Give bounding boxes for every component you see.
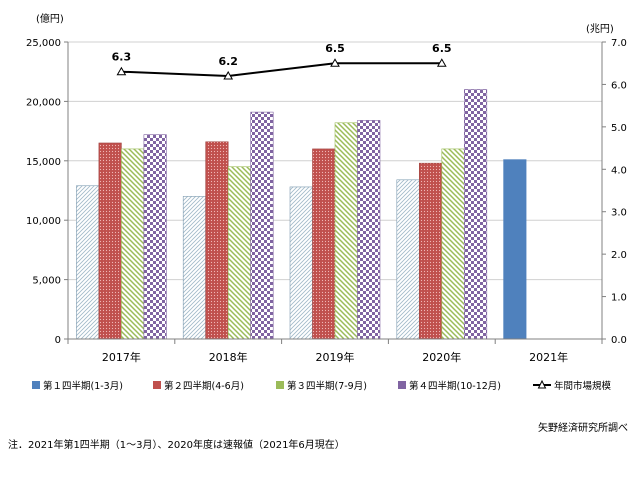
- legend-swatch: [398, 381, 406, 389]
- line-data-label: 6.2: [218, 55, 238, 68]
- legend-swatch: [32, 381, 40, 389]
- legend-swatch: [153, 381, 161, 389]
- left-tick-labels: 0 5,000 10,000 15,000 20,000 25,000: [26, 38, 68, 346]
- line-marker: [223, 70, 234, 80]
- line-marker: [330, 58, 340, 67]
- bar-q3: [227, 166, 251, 340]
- line-marker: [116, 66, 127, 76]
- bar-q4: [357, 120, 381, 340]
- bar-q3: [441, 148, 465, 340]
- line-series: 6.3 6.2 6.5 6.5: [112, 42, 452, 80]
- bar-q4: [143, 134, 167, 340]
- axes-group: [67, 42, 603, 340]
- legend-swatch: [276, 381, 284, 389]
- legend-marker: [537, 379, 547, 389]
- bar-q2: [98, 142, 122, 340]
- bar-q1: [289, 186, 313, 340]
- legend-label: 第２四半期(4-6月): [164, 380, 244, 392]
- bars-group: [76, 89, 527, 340]
- legend-label: 第４四半期(10-12月): [409, 380, 501, 392]
- bar-q1: [76, 185, 100, 340]
- category-label: 2021年: [529, 350, 568, 364]
- left-axis-unit: (億円): [36, 12, 64, 25]
- left-tick-label: 5,000: [32, 276, 61, 287]
- legend-label: 年間市場規模: [554, 380, 612, 392]
- right-tick-label: 7.0: [611, 38, 627, 49]
- footnote: 注．2021年第1四半期（1～3月）、2020年度は速報値（2021年6月現在）: [8, 440, 345, 451]
- right-tick-label: 3.0: [611, 208, 627, 219]
- right-tick-label: 4.0: [611, 165, 627, 176]
- bar-q1: [396, 179, 420, 340]
- line-data-label: 6.3: [112, 51, 132, 64]
- category-label: 2020年: [422, 350, 461, 364]
- line-data-label: 6.5: [432, 42, 452, 55]
- source-note: 矢野経済研究所調べ: [538, 423, 628, 434]
- right-tick-label: 5.0: [611, 123, 627, 134]
- category-label: 2017年: [102, 350, 141, 364]
- left-tick-label: 15,000: [26, 157, 61, 168]
- legend-label: 第３四半期(7-9月): [287, 380, 367, 392]
- right-tick-label: 2.0: [611, 250, 627, 261]
- left-tick-label: 10,000: [26, 216, 61, 227]
- line-marker: [436, 58, 447, 67]
- market-size-line: [121, 62, 442, 77]
- left-tick-label: 25,000: [26, 38, 61, 49]
- line-data-label: 6.5: [325, 42, 345, 55]
- bar-q2: [418, 162, 443, 340]
- legend-label: 第１四半期(1-3月): [43, 380, 123, 392]
- right-tick-label: 0.0: [611, 335, 627, 346]
- category-labels: 2017年 2018年 2019年 2020年 2021年: [67, 339, 603, 364]
- left-tick-label: 0: [55, 335, 61, 346]
- bar-q3: [121, 148, 145, 340]
- bar-q2: [312, 148, 336, 340]
- left-tick-label: 20,000: [26, 97, 61, 108]
- bar-q2: [205, 141, 229, 340]
- bar-q4: [463, 89, 488, 340]
- right-tick-label: 6.0: [611, 80, 627, 91]
- legend: 第１四半期(1-3月) 第２四半期(4-6月) 第３四半期(7-9月) 第４四半期(1…: [32, 379, 612, 392]
- bar-q1: [182, 196, 206, 340]
- bar-q4: [250, 111, 274, 340]
- right-tick-labels: 0.0 1.0 2.0 3.0 4.0 5.0 6.0 7.0: [602, 38, 627, 346]
- bar-q3: [334, 122, 358, 340]
- category-label: 2018年: [209, 350, 248, 364]
- right-axis-unit: (兆円): [586, 23, 614, 35]
- right-tick-label: 1.0: [611, 293, 627, 304]
- category-label: 2019年: [316, 350, 355, 364]
- bar-q1: [503, 159, 527, 340]
